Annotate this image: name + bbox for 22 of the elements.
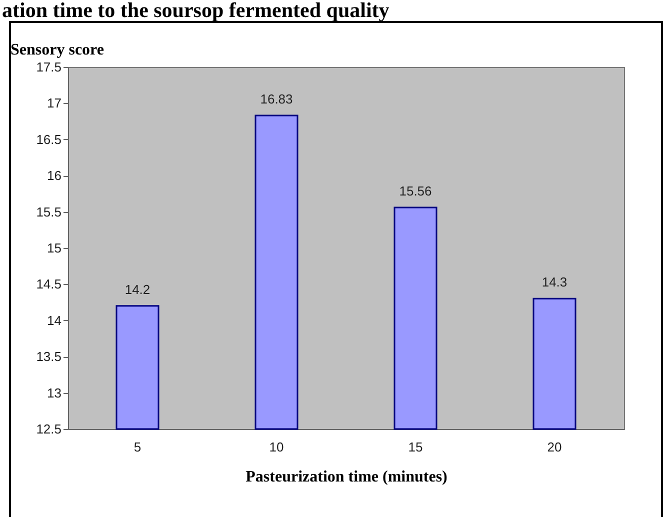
y-tick-label: 14 <box>47 312 62 328</box>
y-tick-label: 17.5 <box>36 60 62 74</box>
y-tick-label: 15.5 <box>36 204 62 220</box>
y-tick-label: 16 <box>47 168 62 184</box>
chart-title: ation time to the soursop fermented quality <box>2 0 390 22</box>
y-tick-label: 15 <box>47 240 62 256</box>
x-tick-label: 15 <box>408 440 423 454</box>
x-tick-label: 20 <box>547 440 562 454</box>
y-tick-label: 12.5 <box>36 422 62 436</box>
y-tick-label: 17 <box>47 96 62 111</box>
y-axis-title: Sensory score <box>10 42 104 58</box>
x-tick-label: 10 <box>269 440 284 454</box>
data-label: 16.83 <box>260 92 293 107</box>
y-tick-label: 14.5 <box>36 276 62 292</box>
y-tick-label: 16.5 <box>36 132 62 147</box>
data-label: 14.3 <box>542 274 568 290</box>
x-tick-label: 5 <box>134 440 142 454</box>
data-label: 14.2 <box>124 282 150 297</box>
y-tick-label: 13.5 <box>36 349 62 364</box>
x-axis-title: Pasteurization time (minutes) <box>246 468 448 486</box>
data-label: 15.56 <box>399 183 432 198</box>
y-tick-label: 13 <box>47 385 62 400</box>
